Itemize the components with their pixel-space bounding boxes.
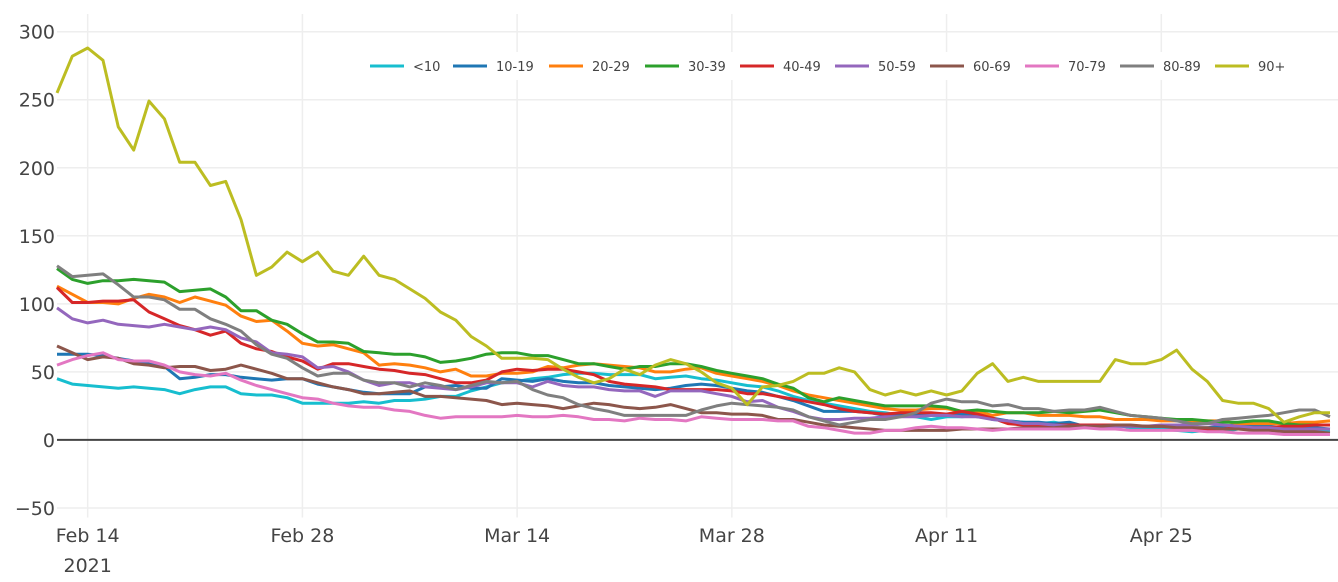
legend-label: 30-39 [688,60,726,75]
y-tick-label: 150 [19,226,55,248]
legend-item: 60-69 [930,60,1011,75]
series-line-40-49 [55,286,1330,431]
y-tick-label: 250 [19,90,55,112]
gridlines [57,14,1338,518]
legend-label: 90+ [1258,60,1285,75]
y-axis-ticks: −50 0 50 100 150 200 250 300 [15,22,55,520]
x-tick-label: Apr 25 [1130,525,1193,547]
series-lines [55,46,1331,436]
legend-label: 60-69 [973,60,1011,75]
series-line-20-29 [56,284,1331,426]
y-tick-label: 100 [19,294,55,316]
series-line-70-79 [56,351,1330,436]
legend-label: 80-89 [1163,60,1201,75]
y-tick-label: 0 [43,430,55,452]
legend-item: <10 [370,60,440,75]
x-tick-label: Apr 11 [915,525,978,547]
y-tick-label: 50 [31,362,55,384]
x-tick-label: Feb 28 [270,525,334,547]
y-tick-label: 300 [19,22,55,44]
legend-label: 20-29 [592,60,630,75]
x-tick-label: Feb 14 [56,525,120,547]
legend-item: 30-39 [645,60,726,75]
legend-item: 80-89 [1120,60,1201,75]
x-tick-year-label: 2021 [63,555,111,577]
legend-label: 50-59 [878,60,916,75]
legend-item: 50-59 [835,60,916,75]
y-tick-label: −50 [15,498,55,520]
series-line-60-69 [56,344,1331,435]
legend-item: 40-49 [740,60,821,75]
legend: <10 10-19 20-29 30-39 40-49 50-59 60-69 70-79 80… [362,52,1302,80]
y-tick-label: 200 [19,158,55,180]
series-line-80-89 [56,264,1331,427]
legend-item: 90+ [1215,60,1285,75]
legend-item: 20-29 [549,60,630,75]
legend-label: 40-49 [783,60,821,75]
series-line-90- [55,46,1330,424]
x-tick-label: Mar 14 [484,525,550,547]
legend-label: <10 [413,60,440,75]
legend-item: 70-79 [1025,60,1106,75]
legend-item: 10-19 [453,60,534,75]
x-axis-ticks: Feb 14 2021 Feb 28 Mar 14 Mar 28 Apr 11 Apr 25 [56,525,1193,577]
legend-label: 70-79 [1068,60,1106,75]
x-tick-label: Mar 28 [699,525,765,547]
legend-label: 10-19 [496,60,534,75]
